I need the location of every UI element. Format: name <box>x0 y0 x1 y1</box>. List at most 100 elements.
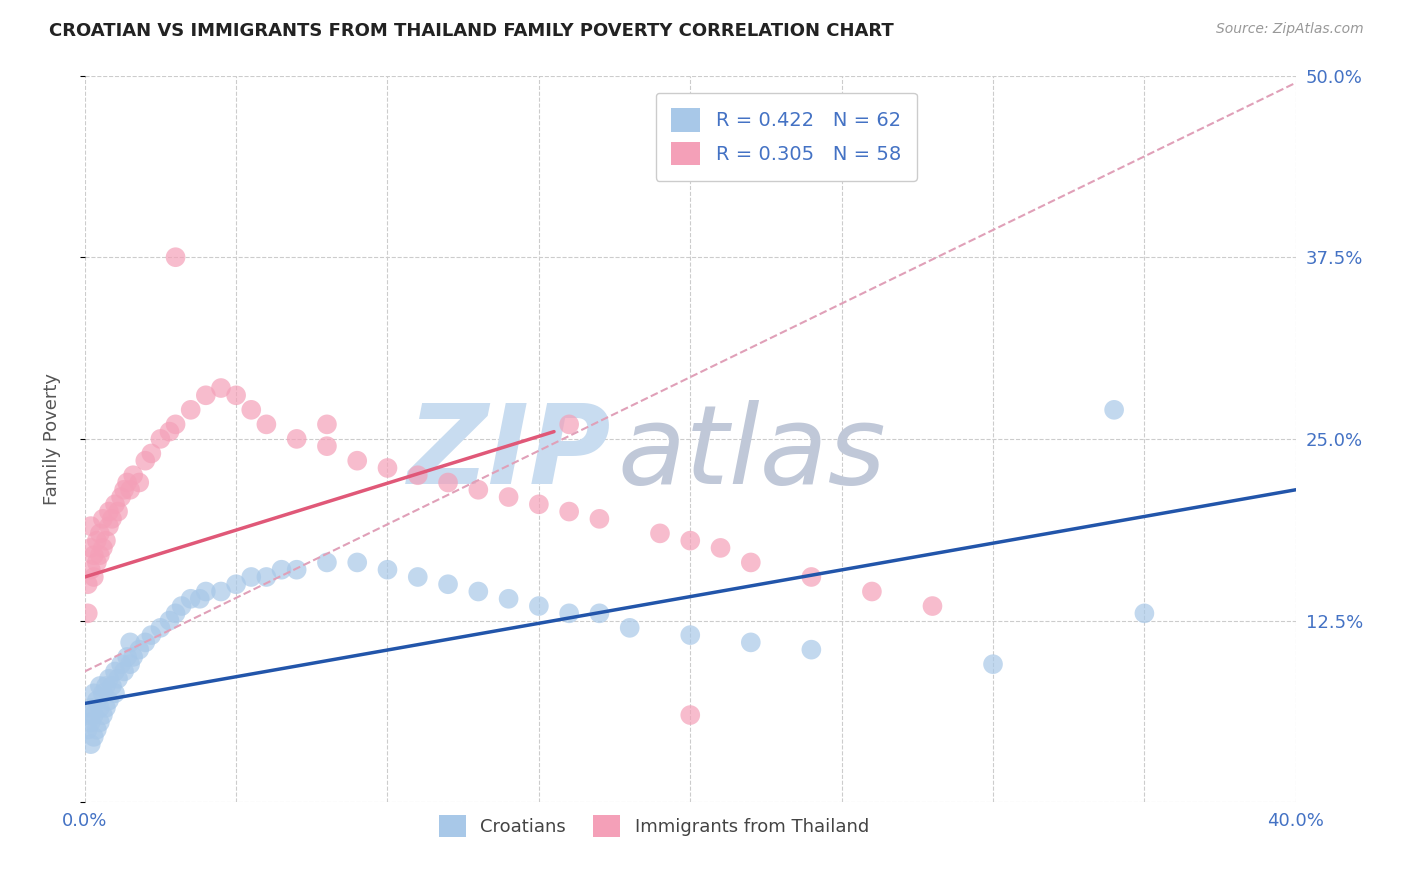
Point <box>346 453 368 467</box>
Point <box>648 526 671 541</box>
Point <box>406 468 429 483</box>
Point <box>346 556 368 570</box>
Point <box>159 614 181 628</box>
Point <box>558 417 581 432</box>
Point <box>120 657 142 672</box>
Point <box>89 526 111 541</box>
Point <box>76 723 98 737</box>
Text: Source: ZipAtlas.com: Source: ZipAtlas.com <box>1216 22 1364 37</box>
Point <box>679 533 702 548</box>
Point <box>194 584 217 599</box>
Point <box>527 599 550 613</box>
Point <box>76 708 98 723</box>
Point <box>285 563 308 577</box>
Point <box>97 672 120 686</box>
Point <box>101 512 124 526</box>
Point <box>437 475 460 490</box>
Point <box>107 505 129 519</box>
Point <box>225 577 247 591</box>
Point <box>467 483 489 497</box>
Point <box>921 599 943 613</box>
Point <box>377 461 399 475</box>
Point <box>134 453 156 467</box>
Point <box>141 628 163 642</box>
Point <box>740 635 762 649</box>
Point <box>467 584 489 599</box>
Point <box>120 635 142 649</box>
Point <box>165 607 187 621</box>
Point <box>110 657 132 672</box>
Point <box>91 708 114 723</box>
Point <box>112 665 135 679</box>
Point <box>86 533 108 548</box>
Point <box>134 635 156 649</box>
Point <box>94 679 117 693</box>
Point <box>498 490 520 504</box>
Point <box>89 679 111 693</box>
Point <box>194 388 217 402</box>
Point <box>89 548 111 562</box>
Point <box>94 700 117 714</box>
Point <box>120 483 142 497</box>
Text: atlas: atlas <box>617 400 886 507</box>
Point <box>209 381 232 395</box>
Point <box>86 556 108 570</box>
Point <box>83 708 105 723</box>
Point <box>558 505 581 519</box>
Point <box>800 570 823 584</box>
Point <box>437 577 460 591</box>
Point <box>159 425 181 439</box>
Point <box>76 577 98 591</box>
Point <box>89 715 111 730</box>
Point <box>122 649 145 664</box>
Point <box>80 519 103 533</box>
Point <box>107 672 129 686</box>
Point <box>165 250 187 264</box>
Point <box>97 693 120 707</box>
Point <box>149 621 172 635</box>
Point <box>80 541 103 555</box>
Point <box>254 570 277 584</box>
Point <box>316 556 339 570</box>
Point <box>180 591 202 606</box>
Point <box>188 591 211 606</box>
Point <box>740 556 762 570</box>
Point <box>80 715 103 730</box>
Point <box>122 468 145 483</box>
Point <box>225 388 247 402</box>
Point <box>679 708 702 723</box>
Point <box>981 657 1004 672</box>
Point <box>104 497 127 511</box>
Text: CROATIAN VS IMMIGRANTS FROM THAILAND FAMILY POVERTY CORRELATION CHART: CROATIAN VS IMMIGRANTS FROM THAILAND FAM… <box>49 22 894 40</box>
Point <box>1102 402 1125 417</box>
Point <box>128 642 150 657</box>
Point <box>588 607 610 621</box>
Point <box>141 446 163 460</box>
Point <box>709 541 731 555</box>
Point <box>240 402 263 417</box>
Point <box>209 584 232 599</box>
Point <box>498 591 520 606</box>
Point <box>80 700 103 714</box>
Point <box>83 548 105 562</box>
Point <box>89 700 111 714</box>
Point <box>316 439 339 453</box>
Point <box>170 599 193 613</box>
Y-axis label: Family Poverty: Family Poverty <box>44 373 60 505</box>
Point <box>149 432 172 446</box>
Point <box>679 628 702 642</box>
Point <box>83 730 105 744</box>
Point <box>254 417 277 432</box>
Point <box>86 723 108 737</box>
Point <box>377 563 399 577</box>
Point <box>619 621 641 635</box>
Point <box>165 417 187 432</box>
Point <box>270 563 292 577</box>
Point <box>76 607 98 621</box>
Text: ZIP: ZIP <box>408 400 612 507</box>
Point <box>860 584 883 599</box>
Point <box>558 607 581 621</box>
Point <box>80 737 103 751</box>
Point <box>83 570 105 584</box>
Point <box>83 686 105 700</box>
